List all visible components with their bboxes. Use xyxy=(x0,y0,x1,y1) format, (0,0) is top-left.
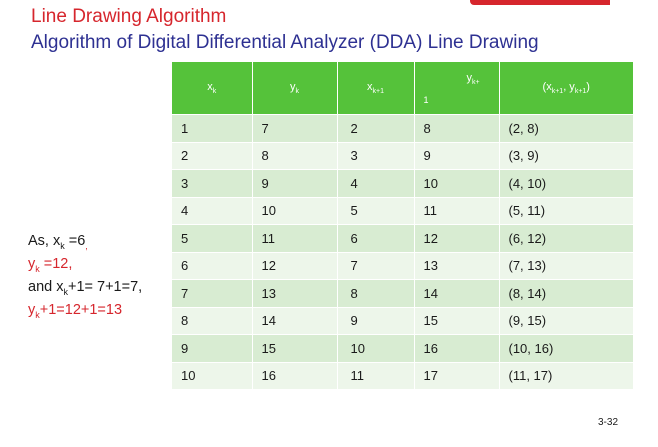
cell-yk: 9 xyxy=(252,169,338,197)
cell-yk: 10 xyxy=(252,196,338,225)
cell-yk1: 13 xyxy=(414,251,500,280)
cell-yk: 14 xyxy=(252,306,338,335)
cell-xk1: 6 xyxy=(337,224,415,252)
cell-yk1: 11 xyxy=(414,196,500,225)
table-row: 9 15 10 16 (10, 16) xyxy=(172,334,633,362)
cell-point: (6, 12) xyxy=(499,224,633,252)
cell-point: (11, 17) xyxy=(499,361,633,389)
page-number: 3-32 xyxy=(598,417,619,428)
table-row: 5 11 6 12 (6, 12) xyxy=(172,224,633,252)
cell-xk1: 2 xyxy=(337,114,415,142)
note-line-1: As, xk =6, xyxy=(28,233,88,251)
cell-xk1: 10 xyxy=(337,334,415,362)
cell-yk1: 8 xyxy=(414,114,500,142)
note-line-3: and xk+1= 7+1=7, xyxy=(28,278,143,297)
header-yk1: yk+ 1 xyxy=(414,62,500,115)
cell-xk: 8 xyxy=(172,306,253,335)
slide-title: Line Drawing Algorithm xyxy=(31,6,227,27)
cell-yk1: 9 xyxy=(414,141,500,170)
cell-yk: 11 xyxy=(252,224,338,252)
cell-yk1: 14 xyxy=(414,279,500,307)
note-line-2: yk =12, xyxy=(28,255,73,274)
cell-xk: 1 xyxy=(172,114,253,142)
table-row: 2 8 3 9 (3, 9) xyxy=(172,141,633,170)
cell-yk: 7 xyxy=(252,114,338,142)
cell-point: (10, 16) xyxy=(499,334,633,362)
cell-xk1: 3 xyxy=(337,141,415,170)
header-xk1: xk+1 xyxy=(337,62,415,115)
table-row: 8 14 9 15 (9, 15) xyxy=(172,306,633,335)
table-header-row: xk yk xk+1 yk+ 1 (xk+1, yk+1) xyxy=(172,62,633,115)
cell-xk: 6 xyxy=(172,251,253,280)
cell-yk: 15 xyxy=(252,334,338,362)
cell-xk: 9 xyxy=(172,334,253,362)
cell-point: (4, 10) xyxy=(499,169,633,197)
cell-xk1: 4 xyxy=(337,169,415,197)
header-xk: xk xyxy=(172,62,253,115)
dda-table: xk yk xk+1 yk+ 1 (xk+1, yk+1) 1 7 2 8 (2… xyxy=(172,62,633,389)
cell-yk: 13 xyxy=(252,279,338,307)
cell-xk: 2 xyxy=(172,141,253,170)
cell-yk1: 10 xyxy=(414,169,500,197)
table-row: 7 13 8 14 (8, 14) xyxy=(172,279,633,307)
cell-xk1: 8 xyxy=(337,279,415,307)
table-row: 1 7 2 8 (2, 8) xyxy=(172,114,633,142)
table-row: 10 16 11 17 (11, 17) xyxy=(172,361,633,389)
cell-point: (3, 9) xyxy=(499,141,633,170)
header-point: (xk+1, yk+1) xyxy=(499,62,633,115)
top-accent-bar xyxy=(470,0,610,5)
cell-point: (9, 15) xyxy=(499,306,633,335)
header-yk: yk xyxy=(252,62,338,115)
note-line-4: yk+1=12+1=13 xyxy=(28,301,123,320)
cell-xk1: 7 xyxy=(337,251,415,280)
cell-point: (7, 13) xyxy=(499,251,633,280)
cell-xk1: 11 xyxy=(337,361,415,389)
table-row: 3 9 4 10 (4, 10) xyxy=(172,169,633,197)
cell-point: (2, 8) xyxy=(499,114,633,142)
cell-xk: 3 xyxy=(172,169,253,197)
cell-xk: 5 xyxy=(172,224,253,252)
cell-yk: 16 xyxy=(252,361,338,389)
cell-xk: 7 xyxy=(172,279,253,307)
cell-yk1: 15 xyxy=(414,306,500,335)
slide-subtitle: Algorithm of Digital Differential Analyz… xyxy=(31,32,539,53)
cell-xk: 4 xyxy=(172,196,253,225)
cell-yk1: 16 xyxy=(414,334,500,362)
cell-point: (5, 11) xyxy=(499,196,633,225)
cell-yk1: 12 xyxy=(414,224,500,252)
table-row: 6 12 7 13 (7, 13) xyxy=(172,251,633,280)
cell-yk: 8 xyxy=(252,141,338,170)
cell-yk: 12 xyxy=(252,251,338,280)
cell-point: (8, 14) xyxy=(499,279,633,307)
table-row: 4 10 5 11 (5, 11) xyxy=(172,196,633,225)
cell-xk: 10 xyxy=(172,361,253,389)
cell-xk1: 9 xyxy=(337,306,415,335)
example-note: As, xk =6, yk =12, and xk+1= 7+1=7, yk+1… xyxy=(28,232,142,324)
cell-yk1: 17 xyxy=(414,361,500,389)
cell-xk1: 5 xyxy=(337,196,415,225)
